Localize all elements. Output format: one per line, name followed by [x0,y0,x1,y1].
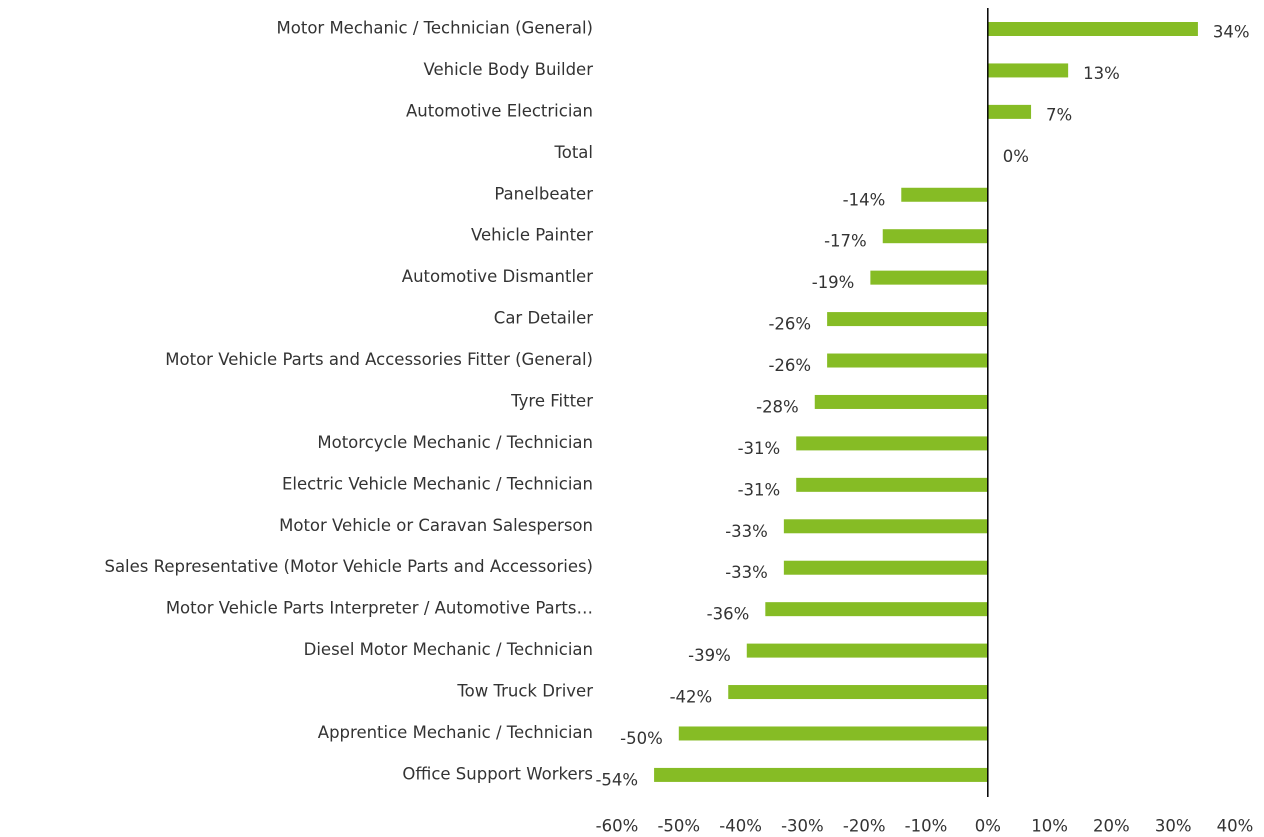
value-label: 7% [1046,105,1072,124]
category-label: Motor Mechanic / Technician (General) [277,19,593,38]
x-tick-label: 0% [975,817,1001,836]
bar [882,229,988,244]
value-label: -39% [688,646,731,665]
bar [987,63,1069,78]
category-label: Motor Vehicle Parts and Accessories Fitt… [165,350,593,369]
value-label: -17% [824,232,867,251]
value-label: -31% [738,439,781,458]
category-label: Total [553,143,593,162]
bar [827,353,988,368]
value-label: -14% [843,190,886,209]
value-label: 34% [1213,23,1250,42]
value-label: -33% [725,563,768,582]
category-label: Automotive Dismantler [402,267,593,286]
x-tick-label: 10% [1031,817,1068,836]
x-tick-label: -10% [905,817,948,836]
value-label: 0% [1003,147,1029,166]
bar [678,726,988,741]
x-tick-label: -50% [657,817,700,836]
value-label: -26% [768,356,811,375]
category-label: Car Detailer [494,309,593,328]
value-label: -33% [725,522,768,541]
bar [870,270,988,285]
bar [728,685,988,700]
value-label: -50% [620,729,663,748]
bar [783,519,988,534]
bar [765,602,988,617]
x-tick-label: -30% [781,817,824,836]
bar [796,436,988,451]
bar [746,643,988,658]
bar [901,187,988,202]
category-label: Diesel Motor Mechanic / Technician [304,640,593,659]
category-label: Automotive Electrician [406,101,593,120]
category-label: Tow Truck Driver [456,682,593,701]
value-label: -42% [670,688,713,707]
value-label: -31% [738,480,781,499]
category-label: Motorcycle Mechanic / Technician [317,433,593,452]
bar [987,104,1032,119]
category-label: Tyre Fitter [510,391,593,410]
bar [796,477,988,492]
bar [654,767,988,782]
value-label: -26% [768,315,811,334]
category-label: Vehicle Painter [471,226,593,245]
category-label: Electric Vehicle Mechanic / Technician [282,474,593,493]
category-label: Motor Vehicle or Caravan Salesperson [279,516,593,535]
x-tick-label: 20% [1093,817,1130,836]
category-label: Motor Vehicle Parts Interpreter / Automo… [166,599,593,618]
category-label: Office Support Workers [402,764,593,783]
x-tick-label: 40% [1217,817,1254,836]
bar [783,560,988,575]
value-label: -19% [812,273,855,292]
x-tick-label: -20% [843,817,886,836]
x-tick-label: 30% [1155,817,1192,836]
x-tick-label: -40% [719,817,762,836]
value-label: -28% [756,397,799,416]
category-label: Vehicle Body Builder [423,60,593,79]
bar [827,312,988,327]
category-label: Panelbeater [494,184,593,203]
category-label: Sales Representative (Motor Vehicle Part… [104,557,593,576]
bar [987,22,1198,36]
value-label: -36% [707,605,750,624]
category-label: Apprentice Mechanic / Technician [318,723,593,742]
value-label: -54% [595,770,638,789]
bar [814,394,988,409]
value-label: 13% [1083,64,1120,83]
x-tick-label: -60% [596,817,639,836]
